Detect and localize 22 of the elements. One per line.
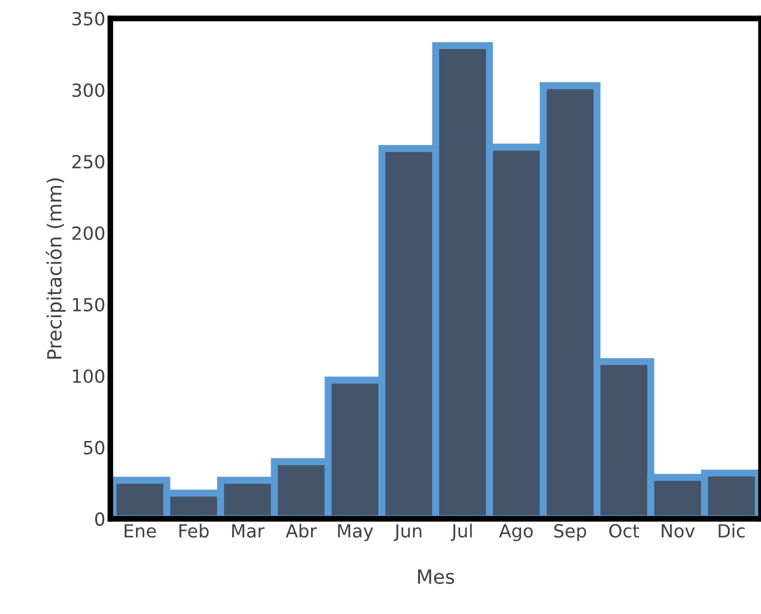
- y-tick-label: 350: [72, 12, 104, 26]
- x-tick-label: Jul: [450, 524, 472, 542]
- x-axis-title: Mes: [418, 570, 454, 584]
- x-tick-label: Mar: [232, 524, 264, 538]
- x-tick-label: Feb: [179, 524, 209, 538]
- x-tick-label: Jun: [394, 524, 422, 542]
- x-tick-label: Dic: [718, 524, 745, 538]
- y-axis-title: Precipitación (mm): [46, 178, 66, 359]
- x-tick-label: Oct: [609, 524, 640, 538]
- y-tick-label: 200: [72, 226, 104, 240]
- x-tick-label: May: [338, 524, 374, 542]
- y-tick-label: 50: [84, 440, 104, 454]
- x-tick-label: Ene: [124, 524, 156, 538]
- x-tick-label: Sep: [554, 524, 586, 542]
- y-tick-label: 0: [95, 512, 104, 526]
- y-tick-label: 100: [73, 369, 104, 383]
- y-tick-label: 250: [72, 154, 104, 169]
- y-tick-label: 150: [73, 298, 104, 312]
- x-tick-label: Ago: [499, 524, 533, 542]
- x-tick-label: Abr: [286, 524, 317, 538]
- y-tick-label: 300: [72, 83, 104, 98]
- x-tick-label: Nov: [662, 524, 695, 538]
